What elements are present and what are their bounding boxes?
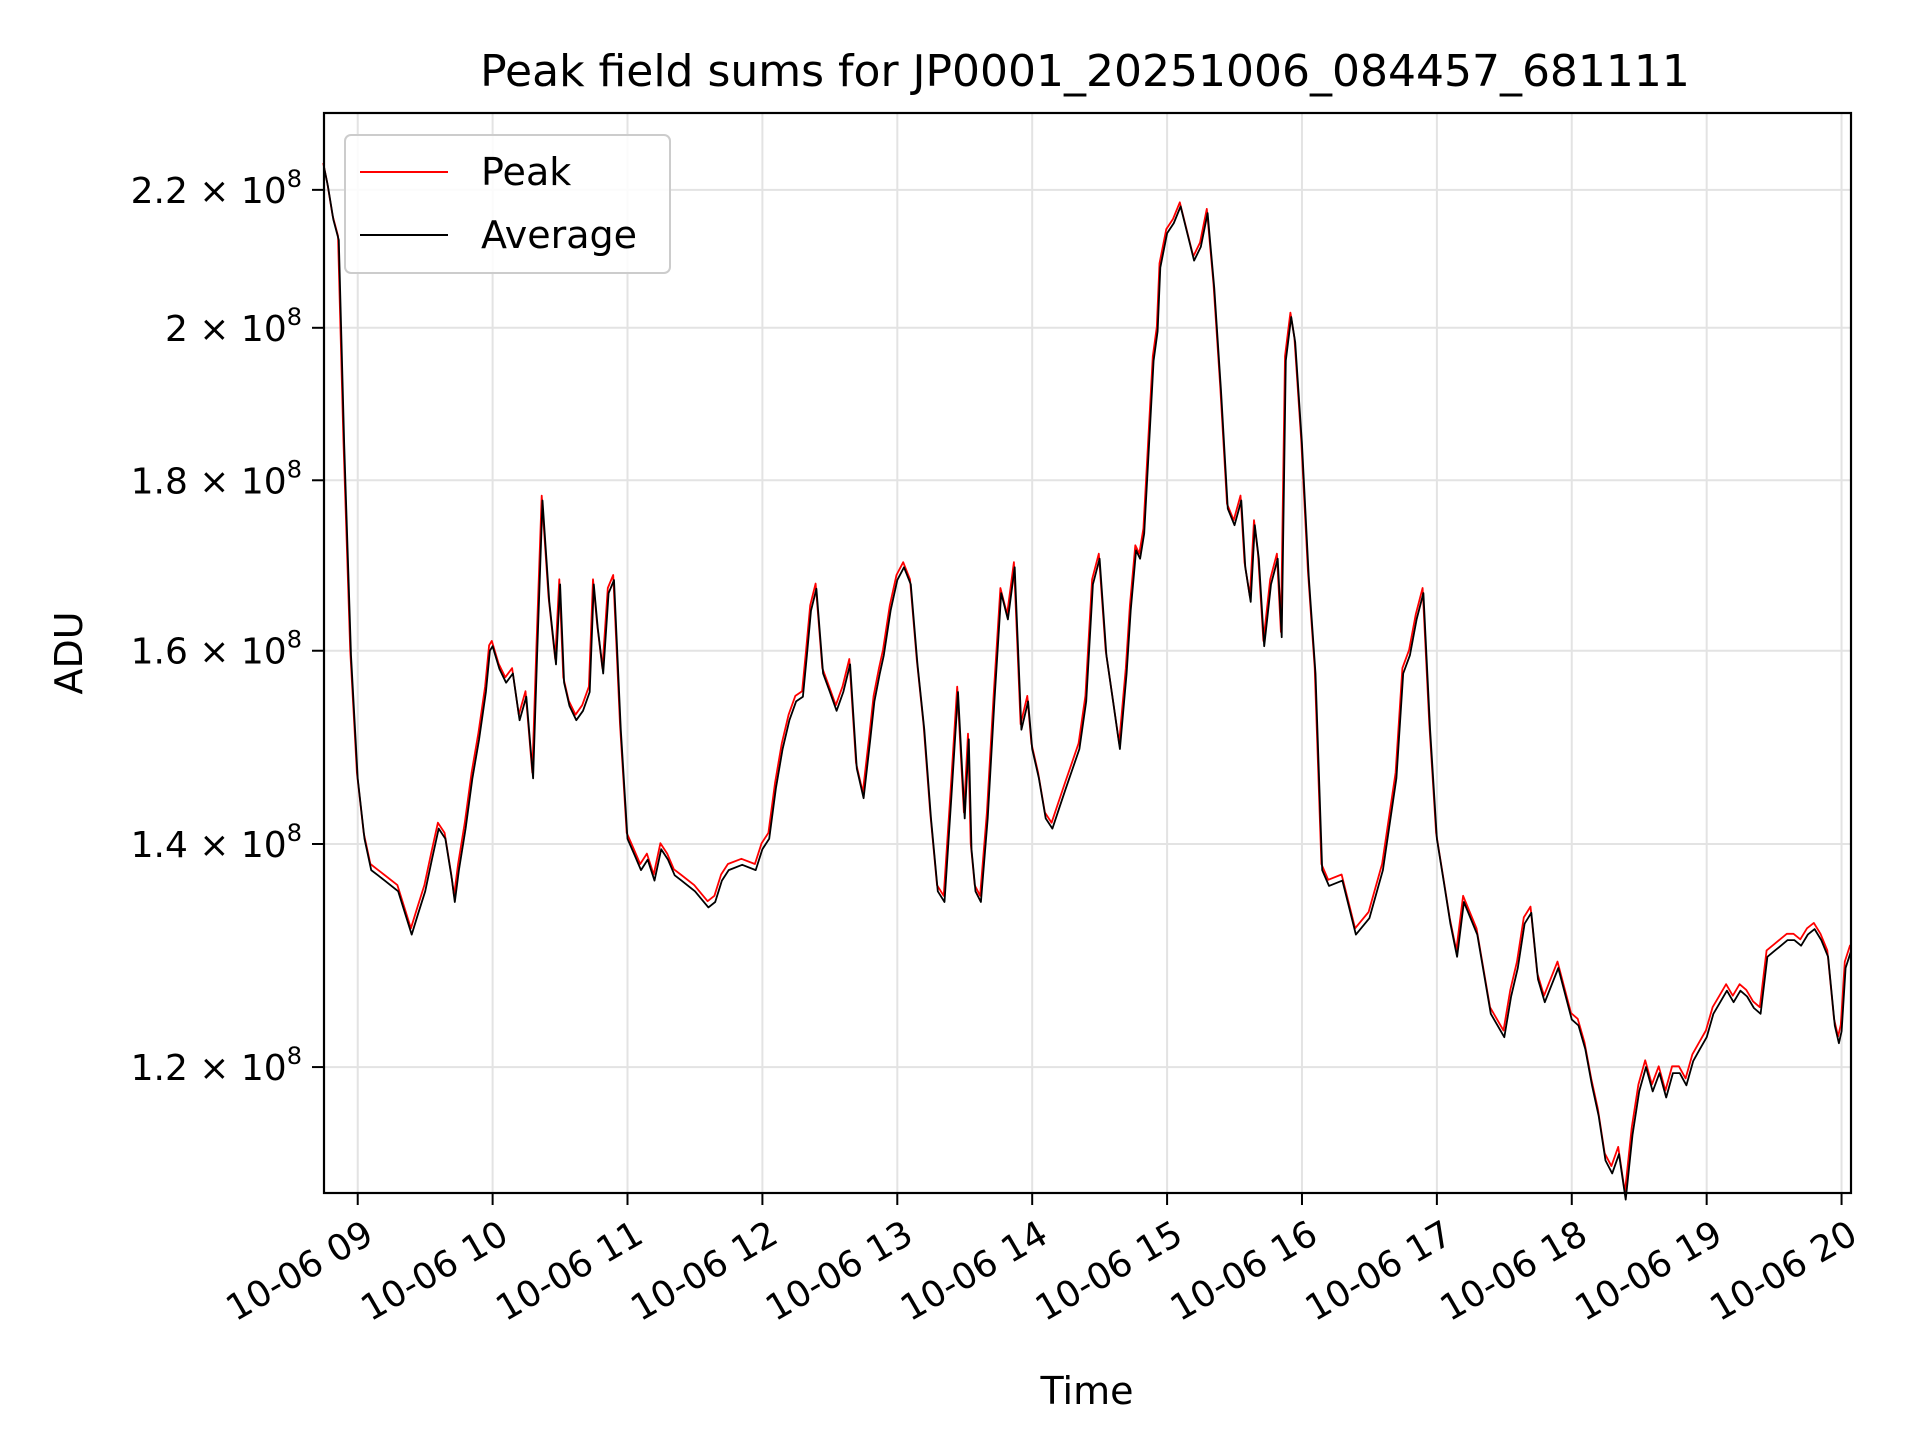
x-axis-label: Time [1040,1369,1134,1413]
y-tick-label: 1.6 × 108 [131,626,302,673]
y-tick-label: 1.8 × 108 [131,455,302,502]
series-line-average [323,166,1852,1201]
y-tick-label: 2 × 108 [165,303,302,350]
plot-area-frame [322,111,1853,1195]
y-tick-label: 1.4 × 108 [131,819,302,866]
y-tick-label: 2.2 × 108 [131,165,302,212]
legend: Peak Average [344,134,671,274]
y-axis-label: ADU [47,611,91,694]
legend-label-average: Average [481,213,637,257]
series-layer [322,162,1852,1201]
chart-title: Peak field sums for JP0001_20251006_0844… [480,46,1690,97]
y-tick-label: 1.2 × 108 [131,1042,302,1089]
legend-label-peak: Peak [481,150,571,194]
y-axis-ticks: 1.2 × 108 1.4 × 108 1.6 × 108 1.8 × 108 2 × … [131,165,324,1089]
legend-box [344,134,671,274]
